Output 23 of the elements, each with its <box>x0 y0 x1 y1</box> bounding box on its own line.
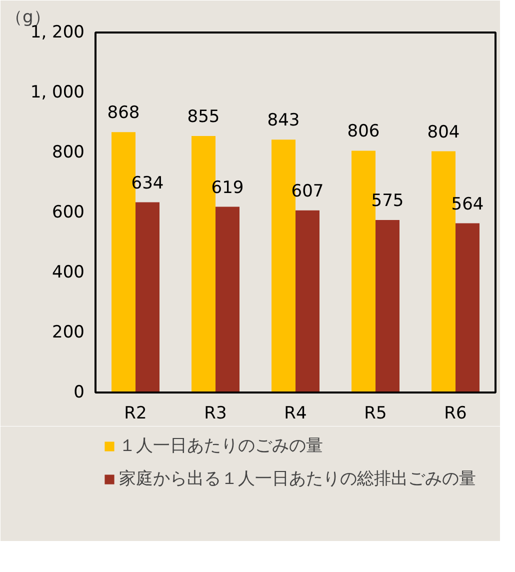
bar <box>296 210 320 392</box>
data-label: 868 <box>107 103 140 124</box>
y-tick-label: 600 <box>52 202 85 222</box>
x-tick-label: R4 <box>284 404 307 424</box>
legend-label: 家庭から出る１人一日あたりの総排出ごみの量 <box>119 468 476 490</box>
x-tick-label: R2 <box>124 404 147 424</box>
bar <box>216 206 240 392</box>
x-tick-label: R6 <box>444 404 467 424</box>
y-tick-label: 400 <box>52 262 85 282</box>
data-label: 804 <box>427 122 460 142</box>
y-tick-label: 0 <box>74 382 85 402</box>
x-tick-label: R5 <box>364 404 387 424</box>
x-tick-label: R3 <box>204 404 227 424</box>
y-tick-label: 800 <box>52 142 85 162</box>
data-label: 806 <box>347 122 380 142</box>
y-tick-label: 1, 000 <box>30 82 85 102</box>
legend-label: １人一日あたりのごみの量 <box>119 435 323 457</box>
data-label: 855 <box>187 107 220 127</box>
y-tick-label: 200 <box>52 322 85 342</box>
data-label: 843 <box>267 110 300 131</box>
bar <box>456 223 480 392</box>
bar <box>376 220 400 392</box>
bar <box>136 202 160 392</box>
